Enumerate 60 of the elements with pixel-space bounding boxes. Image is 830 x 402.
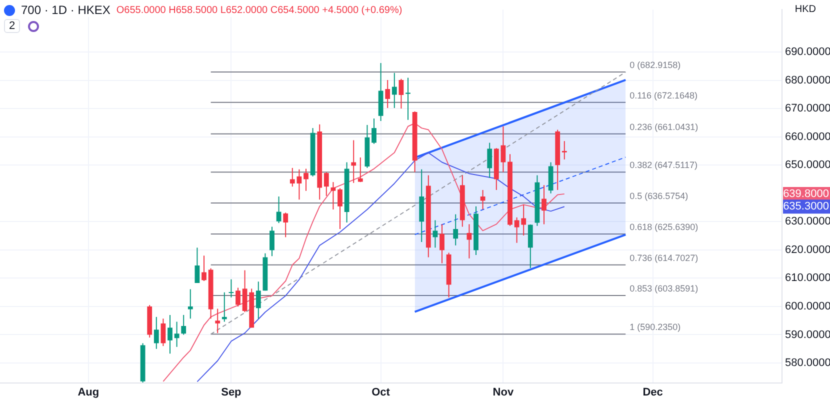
candlestick <box>562 140 567 160</box>
candlestick <box>276 196 282 224</box>
candlestick <box>283 212 288 238</box>
candlestick <box>202 255 206 282</box>
candlestick <box>542 184 546 225</box>
annotation: O655.0000 H658.5000 L652.0000 C654.5000 +4.5000 (+0.69%) <box>116 4 402 16</box>
candlestick <box>487 142 492 178</box>
x-tick-label: Nov <box>492 386 514 398</box>
ref-line-label: 0 (682.9158) <box>630 60 681 70</box>
ref-line-label: 0.116 (672.1648) <box>630 90 698 100</box>
x-tick-label: Oct <box>372 386 390 398</box>
text: HKD <box>794 4 816 15</box>
candlestick <box>256 281 261 320</box>
annotation: 2 <box>4 19 20 33</box>
candlestick <box>398 78 404 110</box>
x-tick-label: Dec <box>642 386 663 398</box>
candlestick <box>270 226 274 257</box>
ref-line-label: 0.736 (614.7027) <box>630 252 698 263</box>
candlestick <box>290 167 295 188</box>
candlestick <box>432 220 438 248</box>
ref-line-label: 0.853 (603.8591) <box>630 284 698 294</box>
x-tick-label: Aug <box>78 386 100 398</box>
ref-line-label: 0.5 (636.5754) <box>630 191 688 202</box>
text: 635.3000 <box>783 200 829 213</box>
annotation: 700 · 1D · HKEX <box>21 3 110 17</box>
candlestick <box>242 270 248 313</box>
ref-line-label: 0.382 (647.5117) <box>630 160 698 170</box>
ref-line-label: 0.236 (661.0431) <box>630 122 698 132</box>
ref-line-label: 0.618 (625.6390) <box>630 222 698 232</box>
candlestick <box>228 278 234 298</box>
candlestick <box>521 204 526 236</box>
candlestick <box>358 156 363 183</box>
candlestick <box>304 168 308 192</box>
candlestick <box>154 316 159 350</box>
ref-line-label: 1 (590.2350) <box>630 322 681 332</box>
candlestick <box>338 188 342 230</box>
candlestick <box>181 314 186 336</box>
candlestick <box>453 214 458 246</box>
candlestick <box>168 314 172 354</box>
candlestick <box>194 247 200 284</box>
candlestick <box>528 224 533 269</box>
candlestick <box>406 77 410 120</box>
text: 639.8000 <box>783 188 829 200</box>
x-tick-label: Sep <box>221 386 242 398</box>
candlestick <box>500 126 506 173</box>
candlestick <box>392 72 397 108</box>
candlestick <box>160 318 166 347</box>
candlestick <box>440 224 444 264</box>
candlestick <box>296 168 302 200</box>
candlestick <box>174 321 180 348</box>
candlestick <box>215 308 220 334</box>
candlestick <box>514 216 520 244</box>
candlestick <box>222 292 227 322</box>
candlestick <box>330 182 336 210</box>
candlestick <box>188 288 193 320</box>
candlestick <box>324 172 329 196</box>
candlestick <box>372 118 376 144</box>
candlestick <box>385 80 390 108</box>
candlestick <box>236 287 240 307</box>
candlestick <box>351 140 356 184</box>
